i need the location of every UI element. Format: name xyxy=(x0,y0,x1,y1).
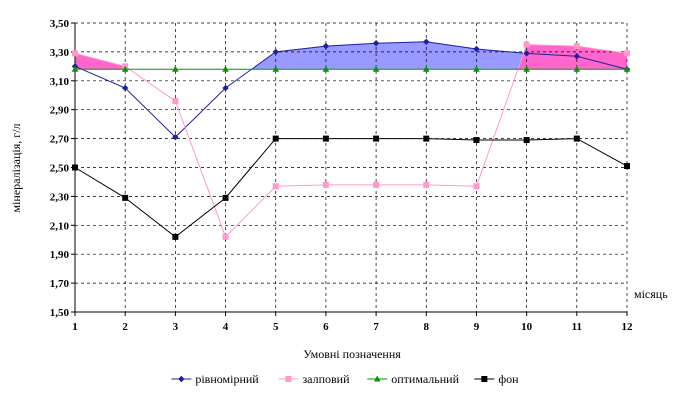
data-point-залповий xyxy=(72,50,78,57)
data-point-рівномірний xyxy=(473,45,480,53)
data-point-фон xyxy=(122,194,129,201)
y-tick-label: 1,50 xyxy=(50,307,70,319)
series-line-залповий xyxy=(74,44,628,238)
data-point-фон xyxy=(624,163,630,170)
data-point-рівномірний xyxy=(523,50,530,57)
data-point-залповий xyxy=(624,50,630,57)
series-оптимальний xyxy=(71,65,631,72)
data-point-фон xyxy=(72,164,78,171)
x-tick-label: 9 xyxy=(474,321,480,333)
data-point-оптимальний xyxy=(71,65,79,72)
x-tick-label: 2 xyxy=(122,321,128,333)
x-tick-label: 7 xyxy=(373,321,379,333)
legend-title: Умовні позначення xyxy=(303,347,401,361)
data-point-фон xyxy=(322,135,329,142)
series-фон xyxy=(72,135,630,240)
data-point-фон xyxy=(523,137,530,144)
data-point-оптимальний xyxy=(172,65,179,72)
y-tick-label: 1,70 xyxy=(50,278,70,290)
y-tick-label: 3,30 xyxy=(50,47,70,59)
legend-swatch-marker xyxy=(373,375,381,382)
data-point-оптимальний xyxy=(623,65,631,72)
data-point-оптимальний xyxy=(322,65,330,72)
data-point-залповий xyxy=(172,98,179,105)
data-point-фон xyxy=(272,135,279,142)
x-tick-label: 12 xyxy=(622,321,634,333)
x-tick-label: 4 xyxy=(223,321,229,333)
y-tick-label: 2,70 xyxy=(50,134,70,146)
data-point-фон xyxy=(573,135,580,142)
legend-label: залповий xyxy=(302,372,350,386)
data-point-залповий xyxy=(523,41,530,48)
data-point-рівномірний xyxy=(172,133,179,141)
data-point-фон xyxy=(423,135,430,142)
y-tick-label: 2,10 xyxy=(50,220,70,232)
x-tick-label: 3 xyxy=(173,321,179,333)
data-point-залповий xyxy=(322,181,329,188)
x-tick-label: 11 xyxy=(572,321,582,333)
data-point-залповий xyxy=(573,43,580,50)
legend-swatch-marker xyxy=(285,376,292,382)
data-point-оптимальний xyxy=(523,65,530,72)
data-point-фон xyxy=(172,233,179,240)
x-tick-label: 10 xyxy=(521,321,533,333)
x-tick-label: 8 xyxy=(424,321,430,333)
data-point-залповий xyxy=(423,181,430,188)
data-point-рівномірний xyxy=(322,42,330,50)
data-point-оптимальний xyxy=(121,65,129,72)
x-tick-label: 5 xyxy=(273,321,279,333)
data-point-оптимальний xyxy=(573,65,581,72)
legend-item-залповий: залповий xyxy=(278,372,350,386)
legend-item-рівномірний: рівномірний xyxy=(171,372,259,386)
x-axis-title: місяць xyxy=(634,287,668,301)
y-tick-label: 3,50 xyxy=(50,18,70,30)
legend-label: фон xyxy=(498,372,519,386)
data-point-залповий xyxy=(473,183,480,190)
data-point-рівномірний xyxy=(121,84,129,92)
y-tick-label: 1,90 xyxy=(50,249,70,261)
x-tick-label: 1 xyxy=(72,321,78,333)
data-point-фон xyxy=(222,194,229,201)
legend-swatch-marker xyxy=(178,375,185,383)
legend-swatch-marker xyxy=(481,376,488,382)
series-layer xyxy=(71,38,631,240)
data-point-залповий xyxy=(373,181,380,188)
legend-label: рівномірний xyxy=(195,372,259,386)
x-tick-label: 6 xyxy=(323,321,329,333)
ticks-layer: 1,50 1,70 1,90 2,10 2,30 2,50 2,70 2,90 3,10 3,30… xyxy=(50,18,633,333)
legend-item-фон: фон xyxy=(474,372,519,386)
y-tick-label: 2,90 xyxy=(50,105,70,117)
data-point-рівномірний xyxy=(272,48,279,56)
data-point-рівномірний xyxy=(423,38,430,45)
y-tick-label: 2,30 xyxy=(50,191,70,203)
y-tick-label: 2,50 xyxy=(50,163,70,175)
data-point-фон xyxy=(473,137,480,144)
y-axis-title: мінералізація, г/л xyxy=(9,123,23,212)
fill-region-залповий-1 xyxy=(517,44,627,70)
data-point-оптимальний xyxy=(272,65,280,72)
series-line-фон xyxy=(74,138,628,238)
legend-label: оптимальний xyxy=(391,372,459,386)
legend: рівномірний залповий оптимальний фон xyxy=(171,372,519,386)
legend-item-оптимальний: оптимальний xyxy=(367,372,460,386)
series-line-рівномірний xyxy=(74,41,628,138)
data-point-рівномірний xyxy=(573,53,581,60)
data-point-оптимальний xyxy=(372,65,380,72)
data-point-оптимальний xyxy=(473,65,480,72)
y-tick-label: 3,10 xyxy=(50,76,70,88)
data-point-залповий xyxy=(222,233,229,240)
data-point-фон xyxy=(373,135,380,142)
data-point-оптимальний xyxy=(222,65,229,72)
data-point-рівномірний xyxy=(372,40,380,47)
data-point-оптимальний xyxy=(422,65,430,72)
data-point-рівномірний xyxy=(222,84,229,92)
data-point-залповий xyxy=(272,183,279,190)
